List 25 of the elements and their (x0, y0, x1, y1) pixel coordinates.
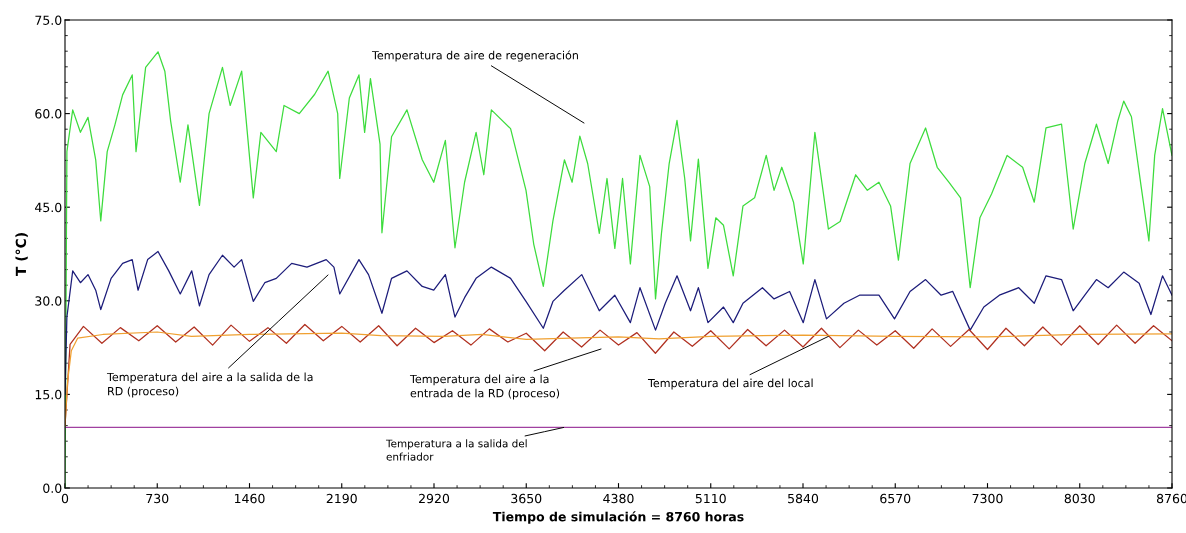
y-tick-label: 0.0 (43, 483, 62, 493)
x-tick-label: 7300 (972, 493, 1003, 504)
annotation: Temperatura del aire a la salida de la RD (proceso) (106, 372, 313, 398)
x-tick-label: 5110 (695, 493, 726, 504)
annotation: Temperatura a la salida del enfriador (385, 439, 527, 461)
y-tick-label: 15.0 (35, 389, 62, 400)
x-tick-label: 2920 (419, 493, 450, 504)
annotation: Temperatura del aire del local (647, 378, 813, 390)
x-tick-label: 8030 (1064, 493, 1095, 504)
x-axis-title: Tiempo de simulación = 8760 horas (492, 511, 744, 524)
annotation: Temperatura del aire a la entrada de la RD (proceso) (409, 374, 560, 400)
x-tick-label: 0 (61, 493, 69, 504)
x-tick-label: 2190 (326, 493, 357, 504)
x-tick-label: 3650 (511, 493, 542, 504)
x-tick-label: 4380 (603, 493, 634, 504)
y-tick-label: 60.0 (35, 109, 62, 119)
y-axis-title: T (°C) (15, 233, 28, 276)
y-tick-label: 75.0 (35, 15, 62, 25)
x-tick-label: 1460 (234, 493, 265, 504)
annotation: Temperatura de aire de regeneración (371, 50, 578, 62)
x-tick-label: 5840 (788, 493, 819, 504)
x-tick-label: 6570 (880, 493, 911, 504)
x-tick-label: 730 (146, 493, 169, 504)
y-tick-label: 45.0 (35, 202, 62, 213)
y-tick-label: 30.0 (35, 296, 62, 306)
